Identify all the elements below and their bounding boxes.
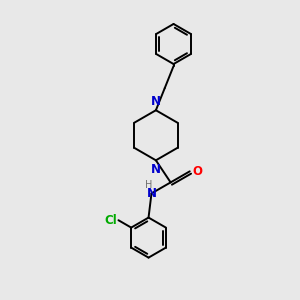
Text: N: N xyxy=(146,187,157,200)
Text: H: H xyxy=(146,180,153,190)
Text: O: O xyxy=(193,165,203,178)
Text: Cl: Cl xyxy=(104,214,117,227)
Text: N: N xyxy=(151,163,161,176)
Text: N: N xyxy=(151,95,161,108)
